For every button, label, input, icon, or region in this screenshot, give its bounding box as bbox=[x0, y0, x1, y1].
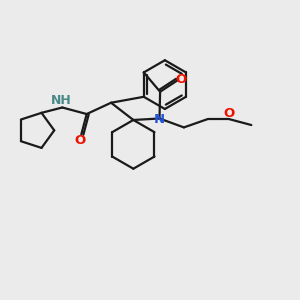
Text: O: O bbox=[74, 134, 85, 147]
Text: O: O bbox=[175, 73, 187, 86]
Text: NH: NH bbox=[51, 94, 71, 107]
Text: O: O bbox=[224, 107, 235, 120]
Text: N: N bbox=[154, 112, 165, 126]
